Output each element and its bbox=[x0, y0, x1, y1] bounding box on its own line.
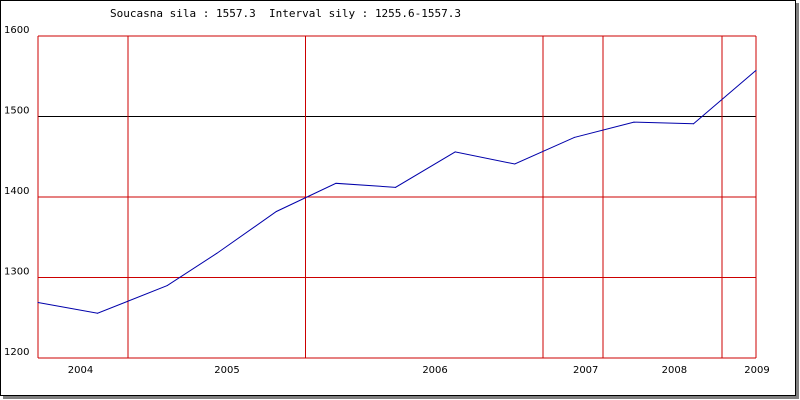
x-tick-label: 2005 bbox=[214, 365, 239, 376]
x-tick-label: 2004 bbox=[68, 365, 93, 376]
data-point bbox=[37, 301, 39, 303]
series-line bbox=[37, 69, 757, 314]
x-tick-label: 2008 bbox=[662, 365, 687, 376]
data-point bbox=[97, 312, 99, 314]
data-point bbox=[755, 69, 757, 71]
x-tick-label: 2009 bbox=[744, 365, 769, 376]
data-point bbox=[216, 252, 218, 254]
force-interval-label: Interval sily : bbox=[268, 7, 375, 20]
x-tick-label: 2006 bbox=[422, 365, 447, 376]
data-point bbox=[454, 151, 456, 153]
force-interval-value: 1255.6-1557.3 bbox=[374, 7, 462, 20]
data-point bbox=[573, 136, 575, 138]
y-tick-label: 1400 bbox=[4, 186, 29, 197]
data-point bbox=[335, 182, 337, 184]
y-tick-label: 1600 bbox=[4, 25, 29, 36]
current-force-label: Soucasna sila : bbox=[110, 7, 216, 20]
data-point bbox=[166, 285, 168, 287]
data-point bbox=[514, 163, 516, 165]
current-force-value: 1557.3 bbox=[215, 7, 256, 20]
data-point bbox=[633, 121, 635, 123]
y-tick-label: 1500 bbox=[4, 106, 29, 117]
data-point bbox=[693, 123, 695, 125]
y-tick-label: 1200 bbox=[4, 347, 29, 358]
chart-header: Soucasna sila : 1557.3 Interval sily : 1… bbox=[110, 7, 461, 20]
x-tick-label: 2007 bbox=[573, 365, 598, 376]
data-point bbox=[395, 186, 397, 188]
y-tick-label: 1300 bbox=[4, 267, 29, 278]
data-point bbox=[275, 210, 277, 212]
